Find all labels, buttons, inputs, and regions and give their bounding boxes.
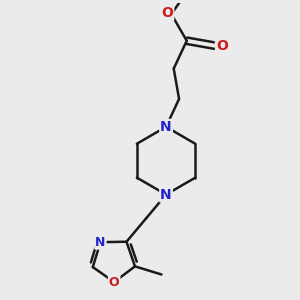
Text: O: O (109, 275, 119, 289)
Text: O: O (216, 39, 228, 53)
Text: N: N (160, 188, 172, 202)
Text: N: N (95, 236, 106, 249)
Text: O: O (161, 6, 173, 20)
Text: N: N (160, 120, 172, 134)
